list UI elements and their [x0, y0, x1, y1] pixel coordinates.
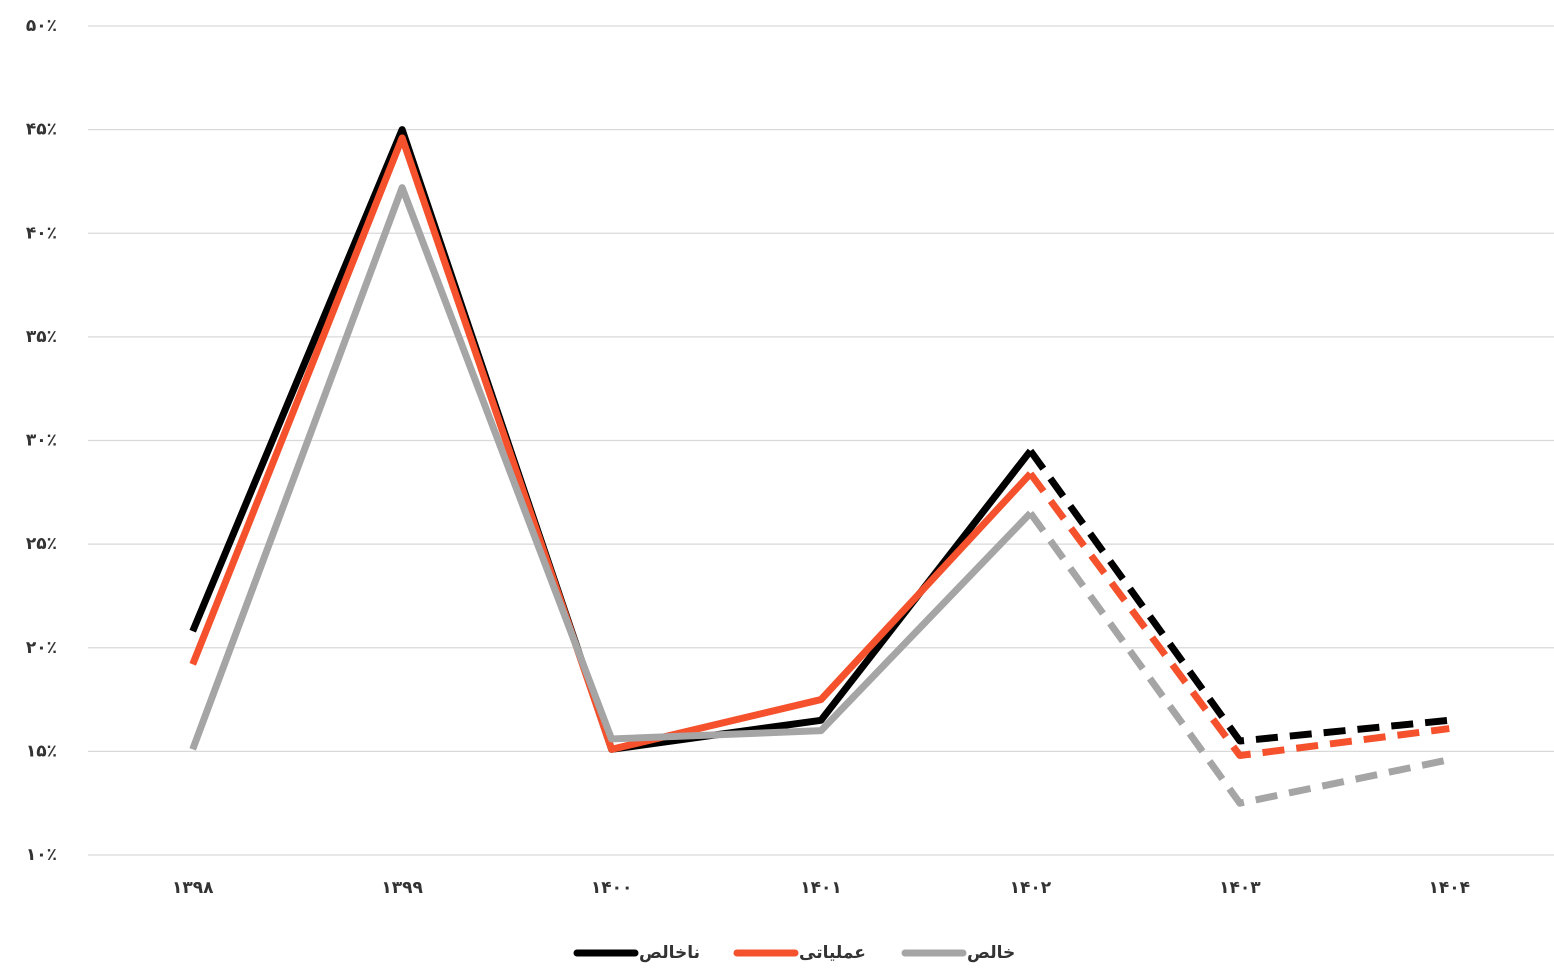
x-tick-label: ۱۳۹۹ [381, 878, 423, 898]
series-line [189, 184, 1033, 751]
forecast-line [1027, 448, 1450, 745]
series-line [189, 134, 1033, 753]
forecast-line [1027, 471, 1450, 760]
y-tick-label: ۳۰٪ [26, 431, 57, 451]
x-tick-label: ۱۴۰۰ [591, 878, 633, 898]
legend-label: ناخالص [639, 943, 700, 963]
series-line [189, 126, 1034, 753]
y-tick-label: ۴۵٪ [26, 120, 57, 140]
legend-label: عملیاتی [799, 943, 866, 963]
forecast-line [1027, 510, 1451, 807]
y-tick-label: ۱۰٪ [26, 845, 57, 865]
y-tick-label: ۲۰٪ [26, 638, 57, 658]
x-tick-label: ۱۴۰۲ [1010, 878, 1052, 898]
y-tick-label: ۳۵٪ [26, 327, 57, 347]
y-tick-label: ۴۰٪ [26, 223, 57, 243]
x-tick-label: ۱۴۰۴ [1429, 878, 1471, 898]
x-tick-label: ۱۴۰۱ [800, 878, 842, 898]
x-tick-label: ۱۳۹۸ [172, 878, 214, 898]
legend-label: خالص [967, 943, 1015, 963]
x-tick-label: ۱۴۰۳ [1219, 878, 1261, 898]
y-tick-label: ۲۵٪ [26, 534, 57, 554]
y-tick-label: ۱۵٪ [26, 741, 57, 761]
y-tick-label: ۵۰٪ [26, 16, 57, 36]
